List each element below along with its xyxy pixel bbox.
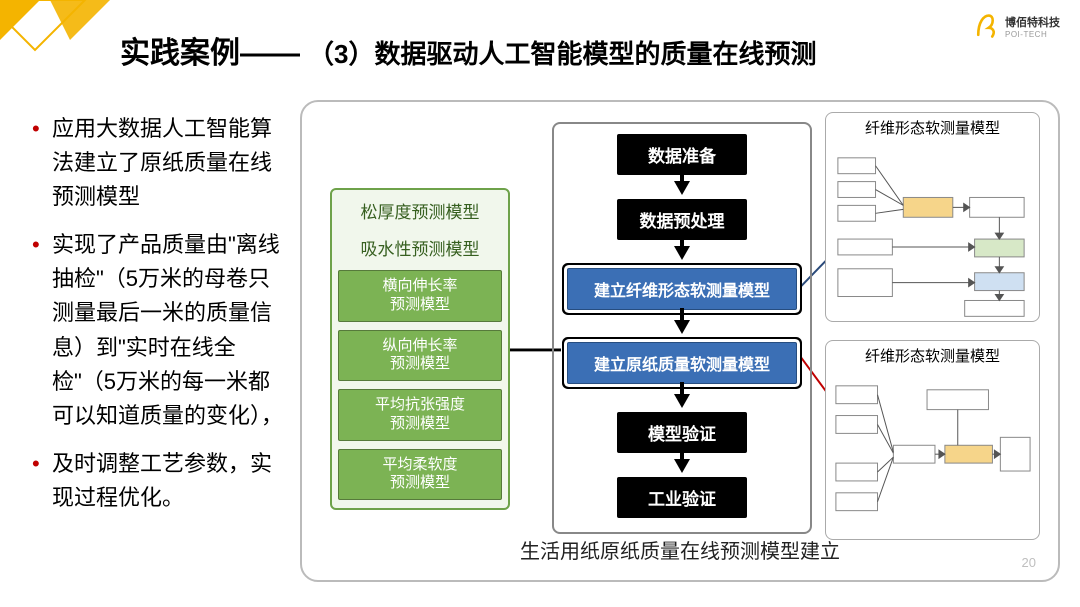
diagram-frame: blue box (black) --> top mini (blue-ish …	[300, 100, 1060, 582]
arrow-down-icon	[674, 246, 690, 260]
mini-title: 纤维形态软测量模型	[826, 113, 1039, 140]
logo-subtext: POI-TECH	[1005, 30, 1060, 39]
green-model-list: 松厚度预测模型 吸水性预测模型 横向伸长率预测模型 纵向伸长率预测模型 平均抗张…	[330, 188, 510, 510]
arrow-down-icon	[674, 181, 690, 195]
green-model-item: 平均抗张强度预测模型	[338, 389, 502, 441]
mini-title: 纤维形态软测量模型	[826, 341, 1039, 368]
flow-column: 数据准备 数据预处理 建立纤维形态软测量模型 建立原纸质量软测量模型 模型验证 …	[552, 122, 812, 534]
page-number: 20	[1022, 555, 1036, 570]
flow-step: 工业验证	[617, 477, 747, 518]
flow-step-blue: 建立纤维形态软测量模型	[567, 268, 797, 310]
diagram-caption: 生活用纸原纸质量在线预测模型建立	[302, 535, 1058, 564]
bullet-item: 实现了产品质量由"离线抽检"（5万米的母卷只测量最后一米的质量信息）到"实时在线…	[30, 228, 285, 433]
arrow-down-icon	[674, 394, 690, 408]
green-light-item: 松厚度预测模型	[338, 196, 502, 225]
bullet-item: 应用大数据人工智能算法建立了原纸质量在线预测模型	[30, 112, 285, 214]
bullet-list: 应用大数据人工智能算法建立了原纸质量在线预测模型 实现了产品质量由"离线抽检"（…	[30, 112, 285, 529]
title-main: 实践案例——	[120, 28, 300, 72]
arrow-down-icon	[674, 459, 690, 473]
mini-diagram-top: 纤维形态软测量模型	[825, 112, 1040, 322]
green-light-item: 吸水性预测模型	[338, 233, 502, 262]
page-title: 实践案例—— （3）数据驱动人工智能模型的质量在线预测	[120, 28, 1000, 72]
corner-accent	[0, 0, 120, 80]
green-model-item: 横向伸长率预测模型	[338, 270, 502, 322]
green-model-item: 纵向伸长率预测模型	[338, 330, 502, 382]
title-sub: （3）数据驱动人工智能模型的质量在线预测	[308, 34, 816, 71]
green-model-item: 平均柔软度预测模型	[338, 449, 502, 501]
mini-diagram-bottom-svg	[826, 368, 1039, 541]
logo-text: 博佰特科技	[1005, 14, 1060, 30]
mini-diagram-top-svg	[826, 140, 1039, 323]
flow-step-blue: 建立原纸质量软测量模型	[567, 342, 797, 384]
arrow-down-icon	[674, 320, 690, 334]
bullet-item: 及时调整工艺参数，实现过程优化。	[30, 447, 285, 515]
mini-diagram-bottom: 纤维形态软测量模型	[825, 340, 1040, 540]
